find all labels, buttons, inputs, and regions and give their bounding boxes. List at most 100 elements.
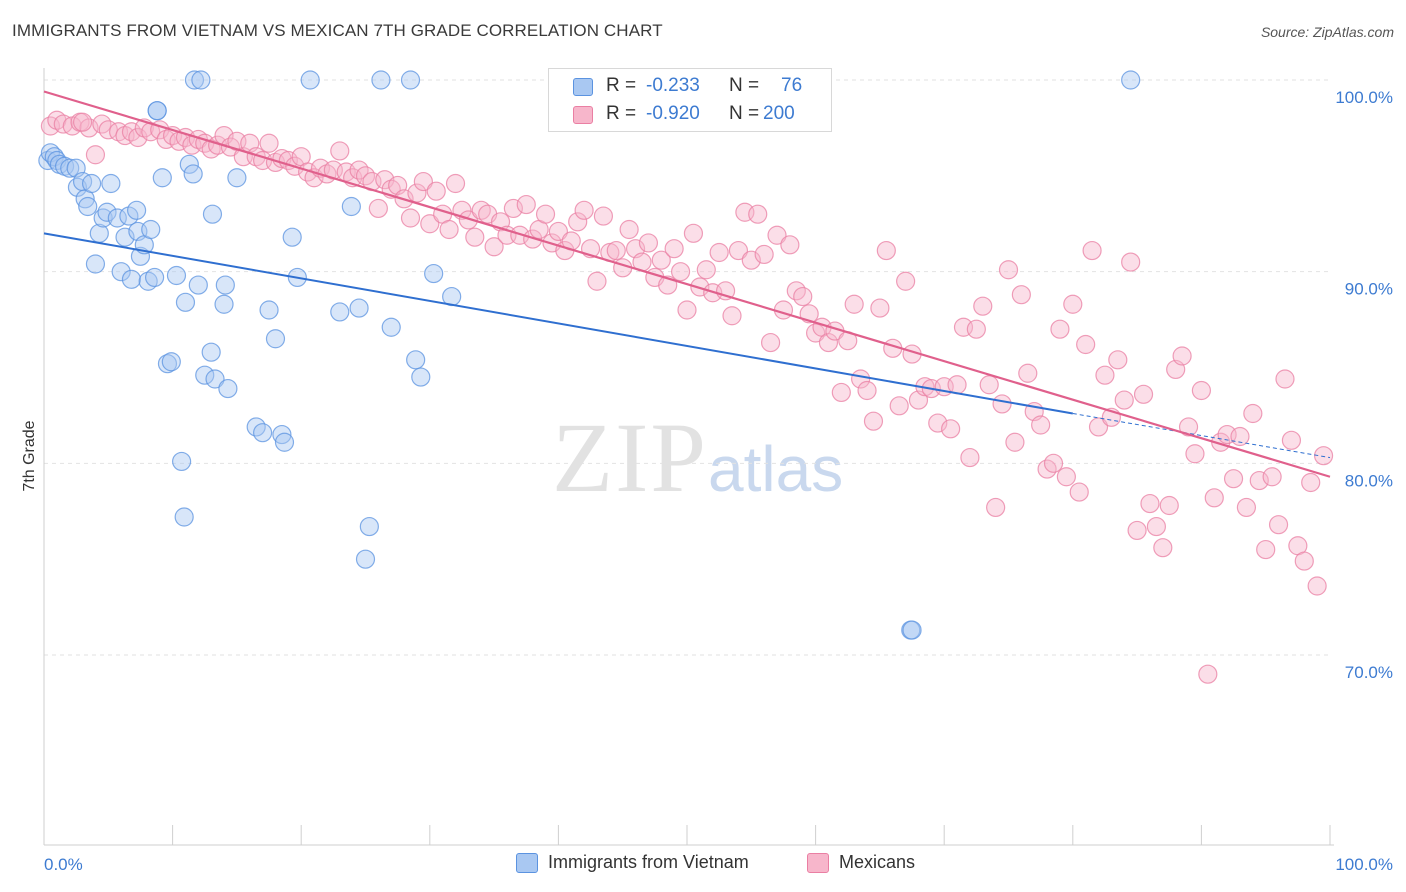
mexicans-point	[1268, 515, 1289, 535]
mexicans-point	[1172, 346, 1192, 366]
mexicans-point	[1198, 664, 1218, 684]
mexicans-point	[1236, 497, 1257, 518]
mexicans-point	[857, 380, 877, 401]
mexicans-point	[683, 223, 704, 243]
mexicans-point	[426, 181, 446, 201]
vietnam-point	[259, 300, 279, 320]
legend-n-value: 200	[763, 103, 795, 124]
mexicans-point	[1095, 365, 1115, 385]
vietnam-point	[202, 204, 223, 224]
vietnam-point	[147, 101, 167, 121]
vietnam-point	[121, 269, 142, 289]
mexicans-trendline	[43, 90, 1331, 478]
legend-r-value: -0.920	[646, 103, 700, 124]
legend-row-mexicans: R = -0.920 N = 200	[549, 100, 831, 128]
vietnam-point	[355, 549, 376, 569]
mexicans-point	[1153, 538, 1173, 558]
mexicans-point	[1005, 432, 1025, 452]
vietnam-point	[424, 263, 444, 284]
vietnam-point	[227, 168, 247, 188]
mexicans-point	[1069, 482, 1089, 502]
legend-r-value: -0.233	[646, 75, 700, 96]
mexicans-point	[966, 319, 986, 339]
vietnam-point	[152, 168, 172, 188]
legend-r-label: R =	[606, 75, 637, 96]
mexicans-point	[638, 233, 659, 253]
mexicans-point	[896, 271, 916, 291]
vietnam-point	[214, 294, 234, 314]
stats-legend: R = -0.233 N = 76 R = -0.920 N = 200	[548, 68, 832, 132]
mexicans-point	[992, 394, 1012, 414]
mexicans-point	[587, 271, 607, 291]
y-tick-label: 100.0%	[1335, 88, 1393, 107]
vietnam-point	[381, 317, 401, 337]
mexicans-point	[722, 306, 742, 326]
mexicans-point	[1281, 430, 1302, 450]
vietnam-point	[400, 70, 421, 90]
vietnam-point	[85, 254, 106, 274]
vietnam-point	[111, 262, 131, 282]
mexicans-point	[851, 369, 871, 389]
mexicans-point	[619, 219, 639, 240]
mexicans-point	[259, 133, 279, 153]
mexicans-point	[876, 240, 896, 261]
vietnam-point	[1121, 70, 1141, 90]
mexicans-point	[1082, 240, 1102, 261]
mexicans-point	[780, 235, 800, 255]
source-label: Source: ZipAtlas.com	[1260, 24, 1394, 40]
mexicans-point	[831, 382, 851, 403]
mexicans-point	[1140, 493, 1160, 514]
mexicans-point	[960, 447, 980, 468]
vietnam-point	[902, 620, 922, 640]
mexicans-point	[651, 250, 671, 270]
mexicans-point	[400, 208, 421, 228]
mexicans-point	[606, 240, 626, 261]
mexicans-point	[1256, 539, 1276, 560]
vietnam-point	[201, 342, 221, 362]
vietnam-point	[78, 196, 98, 217]
mexicans-point	[1223, 469, 1244, 489]
mexicans-point	[1307, 576, 1327, 596]
legend-n-label: N =	[729, 103, 760, 124]
mexicans-point	[863, 411, 884, 431]
mexicans-point	[85, 145, 106, 165]
mexicans-point	[1185, 444, 1205, 464]
mexicans-point	[574, 200, 594, 220]
vietnam-point	[188, 275, 208, 295]
legend-n-value: 76	[781, 75, 803, 96]
vietnam-point	[101, 173, 121, 194]
mexicans-point	[889, 396, 909, 416]
mexicans-point	[941, 419, 961, 439]
watermark-zip: ZIP	[552, 402, 708, 513]
vietnam-point	[272, 424, 292, 445]
vietnam-point	[300, 70, 320, 90]
mexicans-point	[1127, 520, 1147, 541]
vietnam-point	[97, 202, 117, 222]
mexicans-point	[330, 141, 350, 161]
legend-label-vietnam: Immigrants from Vietnam	[548, 852, 749, 872]
mexicans-point	[728, 240, 749, 261]
mexicans-point	[503, 198, 523, 219]
mexicans-point	[510, 225, 530, 245]
legend-row-vietnam: R = -0.233 N = 76	[549, 72, 831, 100]
mexicans-point	[458, 210, 478, 230]
vietnam-point	[67, 177, 88, 197]
mexicans-point	[420, 214, 440, 234]
mexicans-point	[1262, 467, 1282, 487]
mexicans-point	[1011, 285, 1031, 305]
mexicans-point	[593, 206, 614, 226]
mexicans-point	[1076, 334, 1096, 355]
vietnam-point	[174, 507, 194, 527]
mexicans-point	[1114, 390, 1134, 410]
mexicans-point	[760, 332, 781, 353]
mexicans-point	[1191, 380, 1212, 401]
mexicans-point	[1243, 403, 1263, 424]
legend-label-mexicans: Mexicans	[839, 852, 916, 872]
mexicans-point	[1088, 417, 1109, 437]
mexicans-point	[1159, 495, 1179, 516]
mexicans-point	[523, 229, 543, 249]
vietnam-point	[371, 70, 391, 90]
mexicans-point	[818, 332, 839, 353]
mexicans-point	[1204, 488, 1224, 508]
mexicans-point	[1031, 415, 1051, 435]
